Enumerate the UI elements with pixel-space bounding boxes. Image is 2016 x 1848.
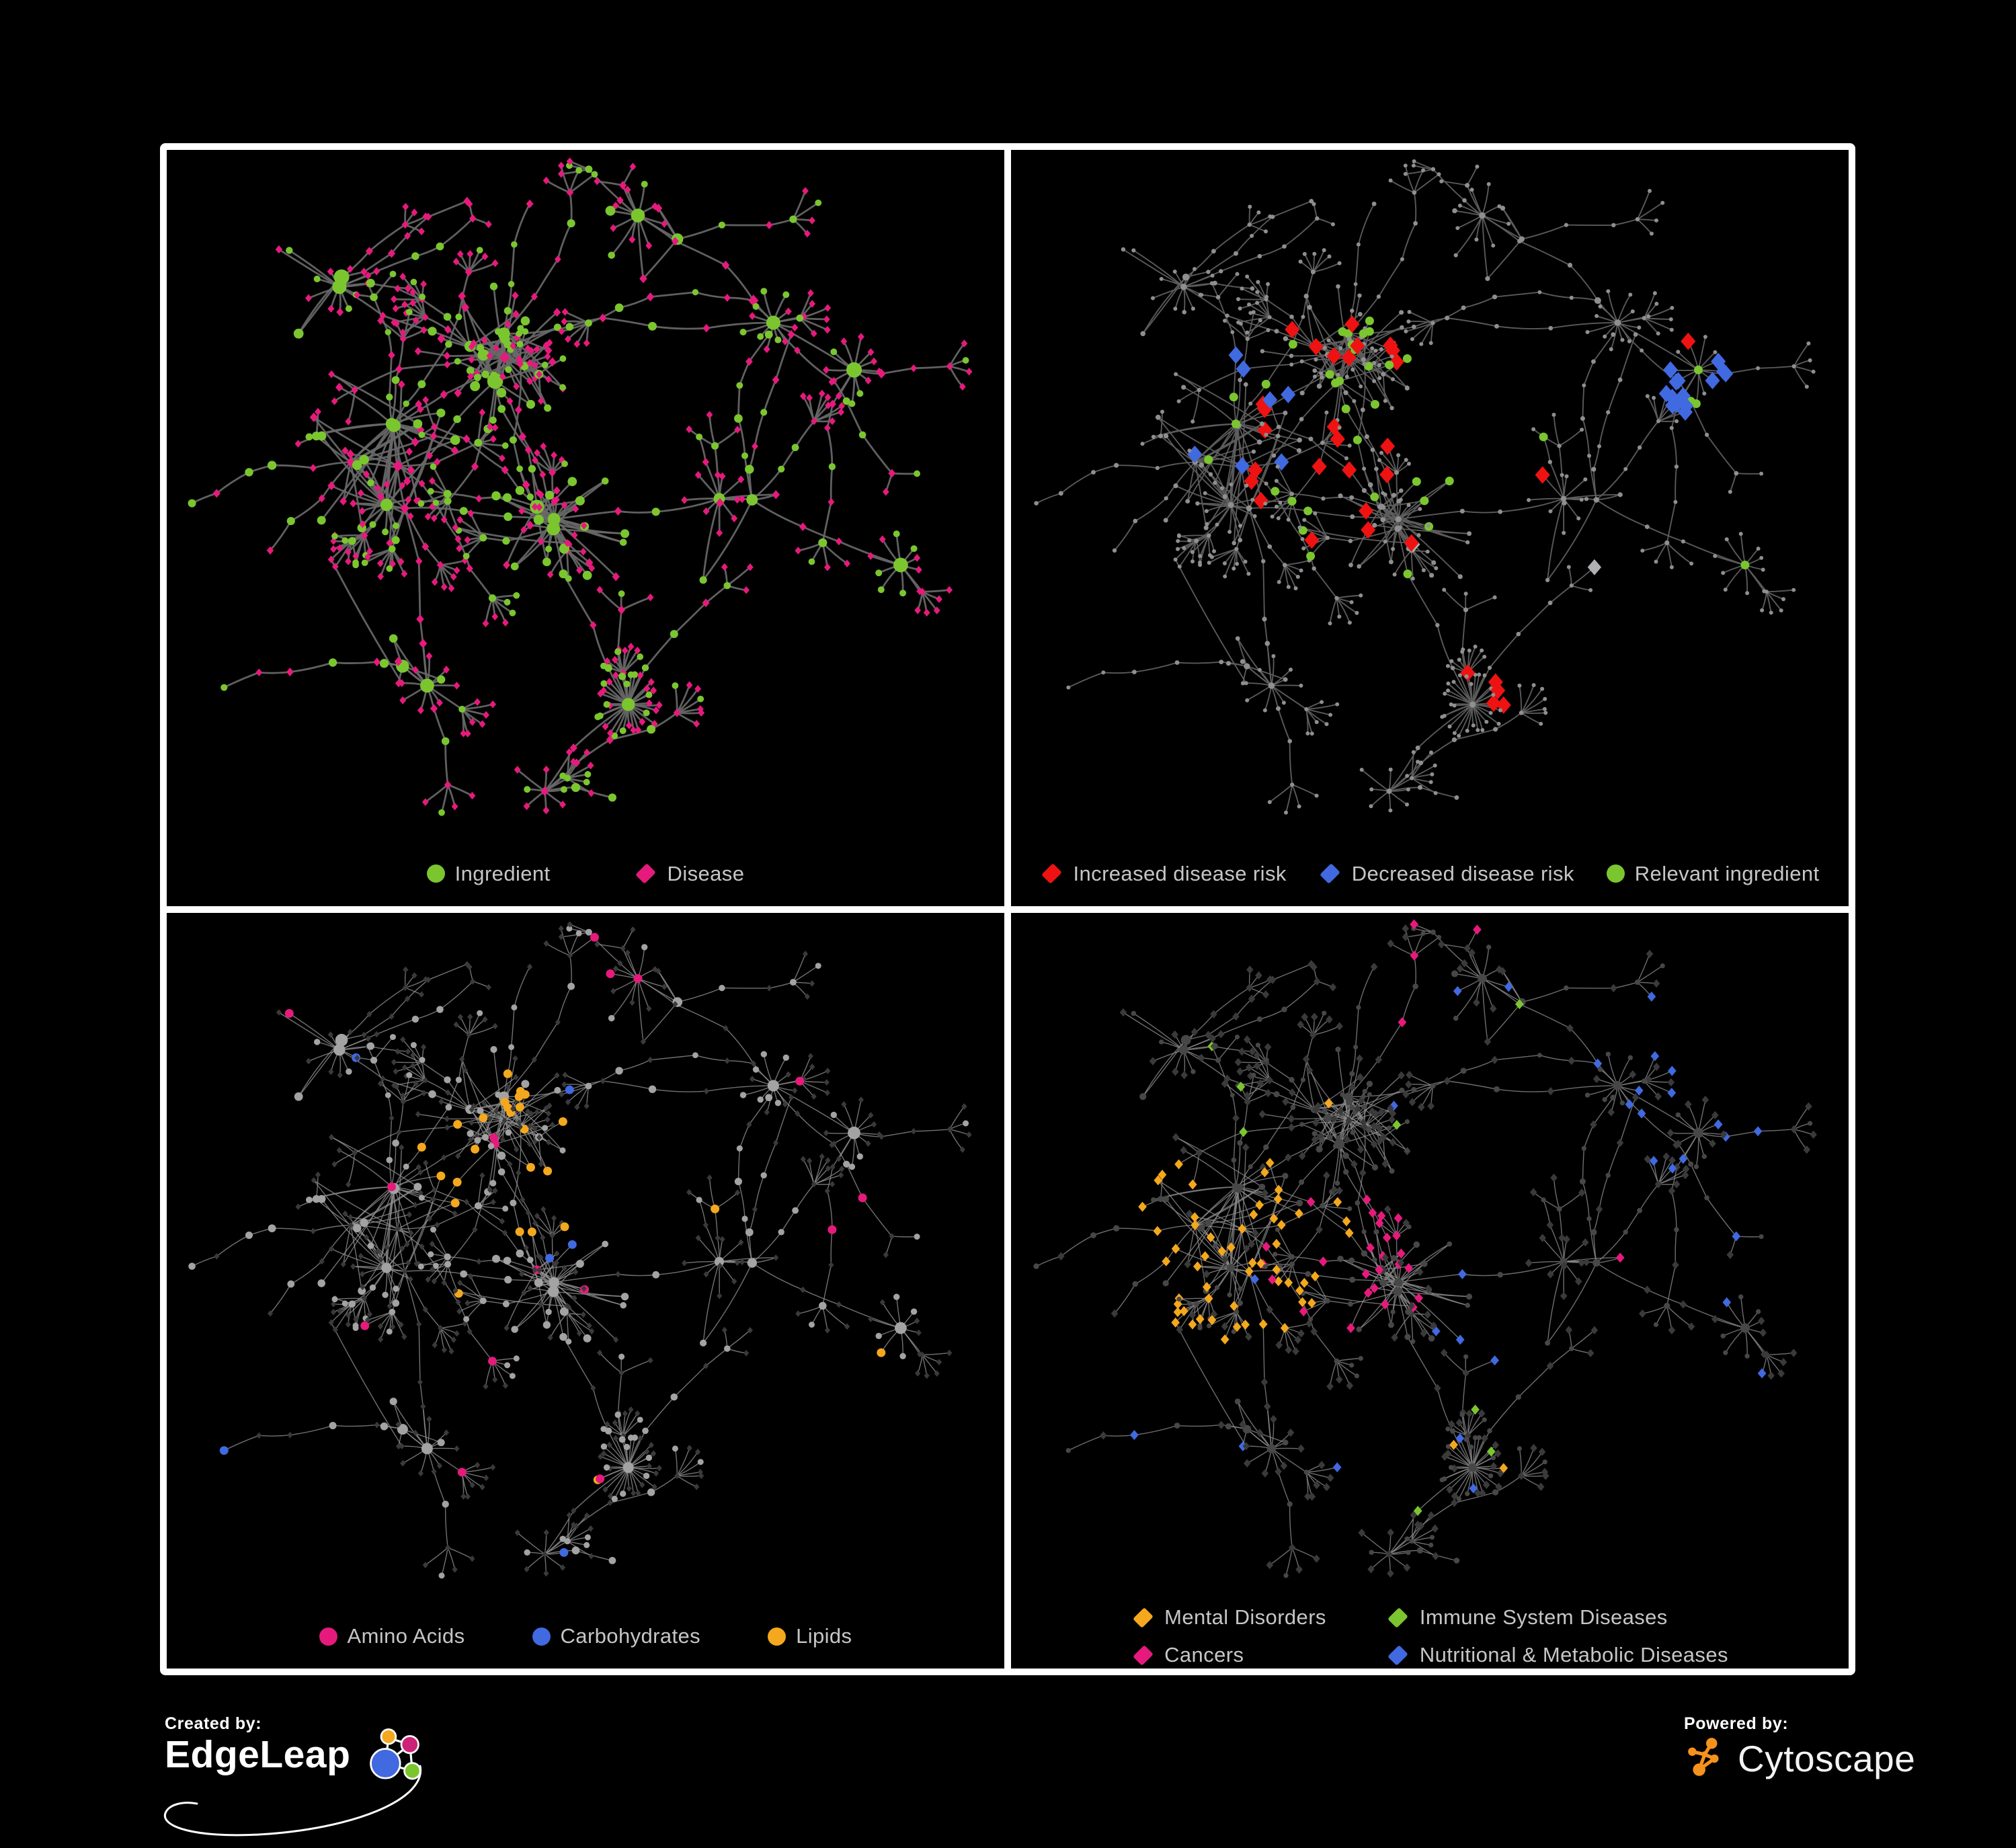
panel-nutrients: Amino Acids Carbohydrates Lipids [167,912,1004,1669]
legend-label: Immune System Diseases [1419,1605,1668,1629]
legend-item-cancers: Cancers [1131,1643,1326,1667]
legend-item-amino-acids: Amino Acids [319,1624,465,1648]
legend-ingredient-disease: Ingredient Disease [167,842,1004,906]
legend-item-ingredient: Ingredient [426,861,551,886]
panel-disease-classes: Mental Disorders Immune System Diseases Ca… [1011,912,1849,1669]
immune-system-diseases-diamond-icon [1387,1606,1410,1629]
legend-label: Nutritional & Metabolic Diseases [1419,1643,1728,1666]
legend-label: Ingredient [454,861,551,885]
legend-disease-classes: Mental Disorders Immune System Diseases Ca… [1011,1604,1849,1669]
legend-item-immune-system-diseases: Immune System Diseases [1387,1605,1728,1630]
legend-label: Disease [667,861,745,885]
legend-label: Increased disease risk [1073,861,1287,885]
legend-items: Mental Disorders Immune System Diseases Ca… [1131,1605,1728,1667]
legend-item-disease: Disease [635,862,745,886]
legend-label: Mental Disorders [1164,1605,1326,1629]
legend-items: Increased disease risk Decreased disease … [1041,862,1820,886]
cytoscape-wordmark: Cytoscape [1738,1738,1916,1779]
figure-grid: Ingredient Disease Increased disease risk… [160,143,1855,1675]
created-by-block: Created by: EdgeLeap [163,1714,428,1837]
panel-ingredient-disease: Ingredient Disease [167,150,1004,906]
nutritional-metabolic-diseases-diamond-icon [1387,1644,1410,1666]
legend-label: Lipids [796,1624,852,1648]
network-graph-disease-classes [1033,919,1817,1578]
created-by-label: Created by: [165,1714,262,1733]
legend-item-carbohydrates: Carbohydrates [532,1624,701,1648]
relevant-ingredient-circle-icon [1606,865,1625,883]
mental-disorders-diamond-icon [1131,1606,1154,1629]
network-graph-disease-risk [1034,159,1816,815]
legend-label: Decreased disease risk [1351,861,1574,885]
legend-item-relevant-ingredient: Relevant ingredient [1606,861,1820,886]
network-graph-ingredient-disease [188,157,973,816]
edgeleap-wordmark: EdgeLeap [165,1733,351,1776]
legend-item-increased-disease-risk: Increased disease risk [1041,862,1287,886]
panel-disease-risk: Increased disease risk Decreased disease … [1011,150,1849,906]
legend-label: Relevant ingredient [1634,861,1820,885]
cancers-diamond-icon [1131,1644,1154,1666]
legend-item-mental-disorders: Mental Disorders [1131,1605,1326,1630]
decreased-disease-risk-diamond-icon [1319,862,1342,885]
legend-label: Carbohydrates [560,1624,701,1648]
legend-nutrients: Amino Acids Carbohydrates Lipids [167,1604,1004,1669]
legend-item-nutritional-metabolic-diseases: Nutritional & Metabolic Diseases [1387,1643,1728,1667]
edgeleap-logo-icon [370,1728,421,1780]
amino-acids-circle-icon [319,1627,337,1646]
legend-items: Ingredient Disease [426,861,745,886]
legend-label: Amino Acids [347,1624,465,1648]
legend-disease-risk: Increased disease risk Decreased disease … [1011,842,1849,906]
legend-items: Amino Acids Carbohydrates Lipids [319,1624,852,1648]
legend-label: Cancers [1164,1643,1244,1666]
lipids-circle-icon [768,1627,787,1646]
legend-item-decreased-disease-risk: Decreased disease risk [1319,862,1574,886]
powered-by-block: Powered by: Cytoscape [1684,1714,1915,1781]
increased-disease-risk-diamond-icon [1041,862,1063,885]
carbohydrates-circle-icon [532,1627,551,1646]
network-graph-nutrients [188,920,972,1578]
legend-item-lipids: Lipids [768,1624,852,1648]
cytoscape-logo-icon [1688,1738,1719,1776]
powered-by-label: Powered by: [1684,1714,1789,1733]
ingredient-circle-icon [426,865,445,883]
disease-diamond-icon [635,862,657,885]
